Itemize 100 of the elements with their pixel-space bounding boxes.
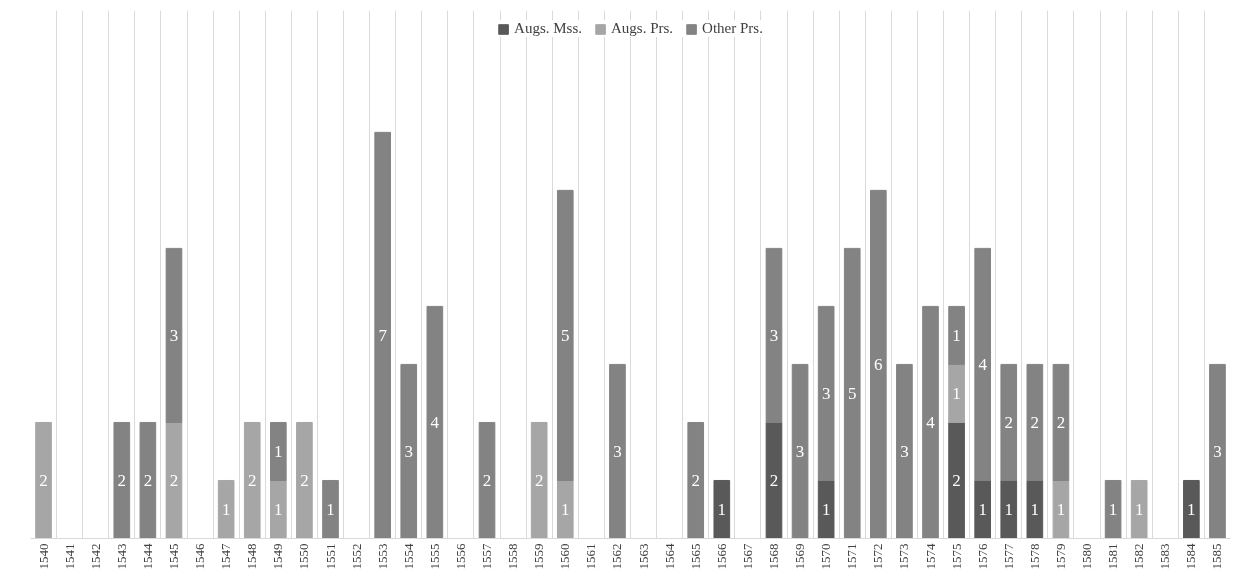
data-label: 2 — [1004, 412, 1014, 432]
data-label: 1 — [274, 499, 283, 519]
bar — [556, 479, 574, 539]
data-label: 1 — [1030, 499, 1040, 519]
bar — [687, 421, 705, 539]
data-label: 1 — [561, 499, 570, 519]
x-tick-label: 1567 — [739, 543, 755, 570]
bar — [1052, 363, 1070, 481]
x-tick-label: 1568 — [765, 543, 781, 570]
x-tick-label: 1551 — [322, 543, 338, 570]
data-label: 2 — [691, 470, 700, 490]
bar — [556, 189, 574, 481]
bar — [922, 305, 939, 539]
bar — [974, 247, 991, 481]
data-label: 2 — [1030, 412, 1040, 432]
data-label: 2 — [169, 470, 179, 490]
bar — [270, 421, 287, 481]
x-tick-label: 1545 — [165, 543, 181, 570]
x-tick-label: 1580 — [1079, 543, 1095, 570]
data-label: 5 — [561, 325, 570, 345]
bar — [609, 363, 626, 539]
x-tick-label: 1554 — [400, 543, 416, 570]
x-tick-label: 1581 — [1105, 543, 1121, 570]
bar — [478, 421, 496, 539]
x-tick-label: 1563 — [635, 543, 651, 570]
x-tick-label: 1556 — [452, 543, 468, 570]
data-label: 1 — [1056, 499, 1066, 519]
data-label: 2 — [1056, 412, 1066, 432]
x-tick-label: 1570 — [818, 543, 834, 570]
bar — [35, 421, 52, 539]
data-label: 3 — [1213, 441, 1222, 461]
x-tick-label: 1585 — [1209, 543, 1225, 570]
bar — [374, 131, 391, 539]
x-tick-label: 1542 — [87, 543, 103, 570]
data-label: 1 — [326, 499, 335, 519]
bar — [817, 479, 835, 539]
bar — [1183, 479, 1200, 539]
data-label: 2 — [143, 470, 153, 490]
x-tick-label: 1560 — [557, 543, 573, 570]
x-tick-label: 1564 — [661, 543, 677, 570]
bar — [843, 247, 861, 539]
data-label: 3 — [795, 441, 805, 461]
bar — [765, 421, 783, 539]
bar — [765, 247, 783, 423]
x-tick-label: 1553 — [374, 543, 390, 570]
x-tick-label: 1572 — [870, 543, 886, 570]
x-tick-label: 1582 — [1131, 543, 1147, 570]
data-label: 1 — [1134, 499, 1144, 519]
data-label: 7 — [378, 325, 388, 345]
data-label: 3 — [404, 441, 414, 461]
x-tick-label: 1566 — [713, 543, 729, 570]
bar — [948, 363, 965, 423]
x-tick-label: 1559 — [531, 543, 547, 570]
data-label: 3 — [613, 441, 622, 461]
data-label: 2 — [534, 470, 544, 490]
data-label: 4 — [430, 412, 440, 432]
data-label: 4 — [978, 354, 988, 374]
x-tick-label: 1558 — [505, 543, 521, 570]
x-tick-label: 1562 — [609, 543, 625, 570]
bar — [270, 479, 287, 539]
bar — [530, 421, 548, 539]
bar — [948, 421, 965, 539]
x-tick-label: 1555 — [426, 543, 442, 570]
data-label: 2 — [952, 470, 961, 490]
x-tick-label: 1577 — [1000, 543, 1016, 570]
data-label: 3 — [769, 325, 779, 345]
bar — [165, 247, 183, 423]
x-tick-label: 1576 — [974, 543, 990, 570]
data-label: 1 — [1187, 499, 1196, 519]
data-label: 1 — [821, 499, 831, 519]
x-tick-label: 1547 — [218, 543, 234, 570]
x-tick-label: 1543 — [113, 543, 129, 570]
bar — [1000, 363, 1018, 481]
x-tick-label: 1583 — [1157, 543, 1173, 570]
data-label: 3 — [900, 441, 909, 461]
data-label: 3 — [821, 383, 831, 403]
bar — [817, 305, 835, 481]
bar — [1130, 479, 1148, 539]
data-label: 2 — [482, 470, 492, 490]
x-tick-label: 1557 — [479, 543, 495, 570]
legend-label: Other Prs. — [702, 20, 763, 37]
x-tick-label: 1571 — [844, 543, 860, 570]
bar — [322, 479, 339, 539]
x-tick-label: 1565 — [687, 543, 703, 570]
bar — [974, 479, 991, 539]
bar — [948, 305, 965, 365]
data-label: 1 — [221, 499, 231, 519]
bar — [243, 421, 261, 539]
data-label: 2 — [39, 470, 48, 490]
data-label: 1 — [978, 499, 987, 519]
x-tick-label: 1574 — [922, 543, 938, 570]
data-label: 2 — [300, 470, 309, 490]
x-tick-label: 1579 — [1052, 543, 1068, 570]
data-label: 2 — [117, 470, 127, 490]
bar — [1104, 479, 1122, 539]
x-tick-label: 1575 — [948, 543, 964, 570]
legend-label: Augs. Mss. — [514, 20, 582, 37]
data-label: 6 — [874, 354, 883, 374]
x-tick-label: 1541 — [61, 543, 77, 570]
bar — [1000, 479, 1018, 539]
